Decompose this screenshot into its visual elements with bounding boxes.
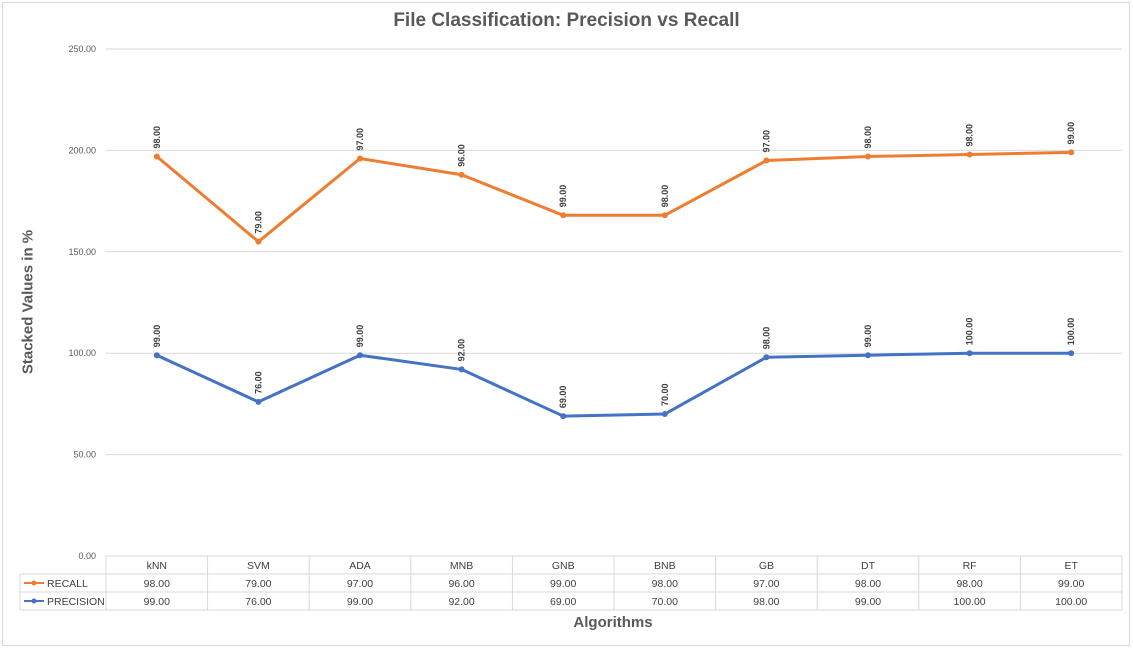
x-category-label: BNB (654, 560, 676, 572)
table-cell-recall: 98.00 (144, 578, 170, 590)
x-category-label: ET (1064, 560, 1078, 572)
table-cell-precision: 70.00 (652, 596, 678, 608)
x-category-label: RF (963, 560, 977, 572)
data-label-precision: 92.00 (457, 339, 467, 362)
data-label-recall: 99.00 (558, 185, 568, 208)
table-cell-precision: 100.00 (1055, 596, 1087, 608)
data-point-recall (966, 151, 973, 158)
y-tick-label: 150.00 (68, 247, 96, 257)
data-point-recall (153, 153, 160, 160)
y-tick-label: 100.00 (68, 348, 96, 358)
data-label-precision: 98.00 (761, 327, 771, 350)
x-category-label: MNB (450, 560, 473, 572)
x-category-label: GB (759, 560, 774, 572)
x-category-label: SVM (247, 560, 270, 572)
table-cell-recall: 79.00 (245, 578, 271, 590)
data-point-recall (458, 171, 465, 178)
data-point-precision (661, 411, 668, 418)
data-point-recall (357, 155, 363, 162)
series-line-precision (156, 351, 1072, 418)
data-label-recall: 79.00 (253, 211, 263, 234)
x-category-label: DT (861, 560, 876, 572)
data-label-recall: 97.00 (761, 130, 771, 153)
data-label-recall: 97.00 (355, 128, 365, 151)
x-category-label: GNB (552, 560, 575, 572)
table-cell-precision: 100.00 (954, 596, 986, 608)
data-point-recall (661, 212, 668, 219)
chart-title: File Classification: Precision vs Recall (393, 10, 740, 31)
data-label-recall: 98.00 (965, 124, 975, 147)
data-point-precision (560, 413, 567, 420)
data-label-precision: 100.00 (1066, 318, 1076, 346)
data-label-recall: 96.00 (457, 144, 467, 167)
x-category-label: ADA (349, 560, 371, 572)
y-tick-label: 0.00 (78, 551, 96, 561)
x-category-label: kNN (147, 560, 167, 572)
table-cell-precision: 99.00 (347, 596, 373, 608)
data-point-precision (763, 354, 770, 361)
data-label-precision: 99.00 (355, 325, 365, 348)
table-cell-recall: 96.00 (448, 578, 474, 590)
data-point-recall (255, 238, 262, 245)
legend-marker-recall (31, 580, 37, 586)
table-cell-recall: 98.00 (855, 578, 881, 590)
data-label-recall: 99.00 (1066, 122, 1076, 145)
table-cell-recall: 98.00 (652, 578, 678, 590)
data-label-recall: 98.00 (660, 185, 670, 208)
table-cell-precision: 99.00 (855, 596, 881, 608)
data-point-recall (763, 157, 770, 164)
data-point-precision (458, 366, 465, 373)
data-label-precision: 76.00 (253, 371, 263, 394)
data-point-precision (153, 352, 160, 359)
legend-label-recall: RECALL (47, 578, 88, 590)
y-tick-label: 50.00 (73, 450, 96, 460)
data-point-precision (357, 352, 363, 359)
data-point-precision (1068, 350, 1075, 357)
y-tick-label: 200.00 (68, 145, 96, 155)
table-cell-precision: 99.00 (144, 596, 170, 608)
data-point-recall (865, 153, 871, 160)
table-cell-recall: 98.00 (956, 578, 982, 590)
data-label-precision: 99.00 (863, 325, 873, 348)
table-cell-precision: 92.00 (448, 596, 474, 608)
table-cell-recall: 99.00 (550, 578, 576, 590)
data-point-recall (1068, 149, 1075, 156)
data-point-precision (865, 352, 871, 359)
y-tick-label: 250.00 (68, 44, 96, 54)
series-line-recall (155, 150, 1072, 244)
legend-marker-precision (31, 598, 37, 604)
data-point-precision (966, 350, 973, 357)
data-point-precision (255, 398, 262, 405)
data-label-precision: 99.00 (152, 325, 162, 348)
data-label-recall: 98.00 (863, 126, 873, 149)
table-cell-recall: 99.00 (1058, 578, 1084, 590)
table-cell-precision: 98.00 (753, 596, 779, 608)
data-label-recall: 98.00 (152, 126, 162, 149)
data-point-recall (560, 212, 567, 219)
data-label-precision: 69.00 (558, 386, 568, 409)
table-cell-recall: 97.00 (753, 578, 779, 590)
data-label-precision: 70.00 (660, 384, 670, 407)
data-label-precision: 100.00 (965, 318, 975, 346)
table-cell-recall: 97.00 (347, 578, 373, 590)
table-cell-precision: 69.00 (550, 596, 576, 608)
x-axis-title: Algorithms (573, 614, 653, 631)
table-cell-precision: 76.00 (245, 596, 271, 608)
legend-label-precision: PRECISION (47, 596, 105, 608)
